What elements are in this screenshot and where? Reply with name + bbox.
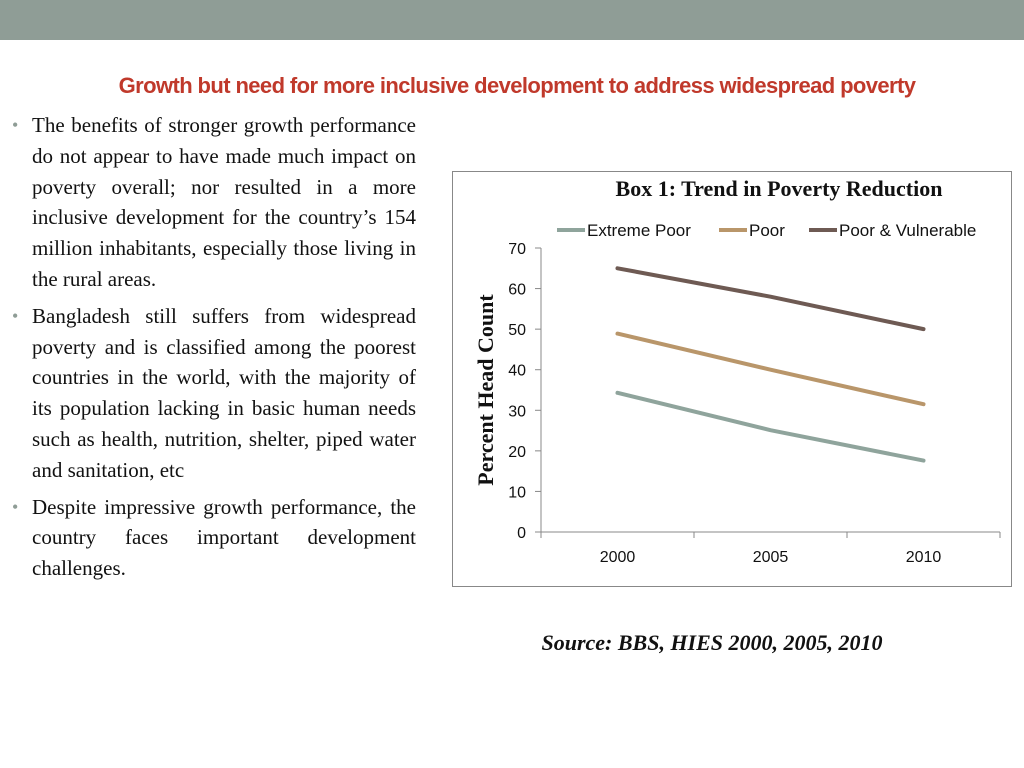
y-tick-label: 20	[508, 444, 526, 461]
source-note: Source: BBS, HIES 2000, 2005, 2010	[541, 630, 883, 655]
bullet-item: • Despite impressive growth performance, …	[8, 492, 416, 584]
legend-label: Extreme Poor	[587, 221, 691, 240]
series-line	[615, 331, 926, 407]
series-line	[615, 266, 926, 332]
bullet-icon: •	[12, 496, 19, 517]
slide-title: Growth but need for more inclusive devel…	[118, 73, 916, 98]
bullet-icon: •	[12, 115, 19, 135]
legend-label: Poor	[749, 221, 785, 240]
bullet-item: • Bangladesh still suffers from widesprea…	[8, 301, 416, 486]
y-tick-label: 10	[508, 484, 526, 501]
bullet-text: The benefits of stronger growth performa…	[32, 113, 416, 291]
line-chart: Box 1: Trend in Poverty Reduction Extreme…	[473, 176, 1001, 566]
x-tick-label: 2005	[753, 549, 789, 566]
x-tick-label: 2010	[906, 549, 942, 566]
bullet-text: Despite impressive growth performance, t…	[32, 494, 416, 581]
y-tick-label: 30	[508, 403, 526, 420]
top-banner	[0, 0, 1024, 40]
y-tick-label: 60	[508, 282, 526, 299]
legend-label: Poor & Vulnerable	[839, 221, 976, 240]
bullet-item: • The benefits of stronger growth perform…	[8, 110, 416, 295]
series-line	[615, 390, 926, 463]
x-tick-label: 2000	[600, 549, 636, 566]
bullet-list: • The benefits of stronger growth perform…	[8, 110, 416, 590]
chart-title: Box 1: Trend in Poverty Reduction	[616, 176, 943, 201]
y-tick-label: 50	[508, 322, 526, 339]
bullet-text: Bangladesh still suffers from widespread…	[32, 303, 416, 482]
y-tick-label: 0	[517, 525, 526, 542]
y-tick-label: 70	[508, 241, 526, 258]
bullet-icon: •	[12, 305, 19, 326]
chart-box: Box 1: Trend in Poverty Reduction Extreme…	[452, 171, 1012, 587]
y-axis-label: Percent Head Count	[473, 294, 498, 486]
y-tick-label: 40	[508, 363, 526, 380]
